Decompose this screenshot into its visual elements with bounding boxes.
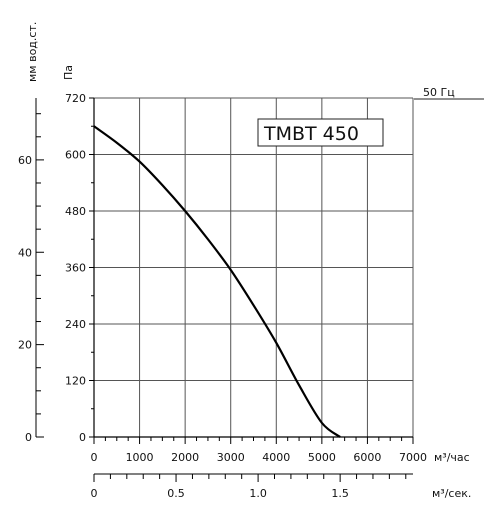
x-m3s-axis-label: м³/сек. [432, 487, 471, 500]
y-pa-tick-label: 360 [65, 262, 86, 275]
grid [94, 97, 414, 437]
frequency-label-text: 50 Гц [423, 86, 455, 99]
x-m3h-tick-label: 4000 [262, 451, 290, 464]
model-label-box: ТМВТ 450 [257, 118, 384, 147]
y-pa-tick-label: 480 [65, 205, 86, 218]
x-m3h-tick-label: 2000 [171, 451, 199, 464]
y-mm-tick-label: 60 [18, 154, 32, 167]
y-mm-tick-label: 0 [25, 431, 32, 444]
x-m3s-tick-label: 1.0 [249, 487, 267, 500]
y-pa-tick-label: 0 [79, 431, 86, 444]
y-mm-tick-label: 40 [18, 246, 32, 259]
x-m3h-tick-label: 0 [91, 451, 98, 464]
y-mm-tick-label: 20 [18, 339, 32, 352]
frequency-label: 50 Гц [414, 86, 484, 100]
x-m3s-tick-label: 0.5 [167, 487, 185, 500]
y-pa-tick-label: 720 [65, 92, 86, 105]
x-m3h-axis-label: м³/час [434, 451, 470, 464]
model-label: ТМВТ 450 [263, 123, 359, 145]
x-m3s-tick-label: 1.5 [331, 487, 349, 500]
y-pa-axis-label: Па [62, 65, 75, 80]
x-m3h-tick-label: 3000 [217, 451, 245, 464]
x-m3s-tick-label: 0 [91, 487, 98, 500]
x-m3h-tick-label: 6000 [353, 451, 381, 464]
y-mm-axis-label: мм вод.ст. [26, 22, 39, 82]
x-m3h-tick-label: 7000 [399, 451, 427, 464]
y-pa-tick-label: 600 [65, 149, 86, 162]
x-m3h-tick-label: 5000 [308, 451, 336, 464]
performance-curve [93, 125, 341, 438]
series [93, 125, 341, 438]
x-m3h-tick-label: 1000 [126, 451, 154, 464]
y-pa-tick-label: 120 [65, 375, 86, 388]
y-pa-tick-label: 240 [65, 318, 86, 331]
